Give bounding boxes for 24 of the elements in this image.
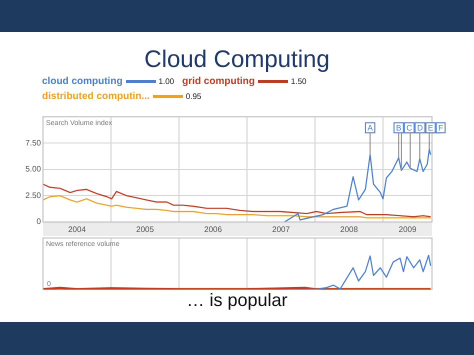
text: 1.00 [158,77,174,86]
annotation: E [428,124,434,133]
annotation: F [438,124,444,133]
annotation: D [417,124,424,133]
annotation: A [367,124,374,133]
legend-label: distributed computin... [42,91,150,102]
y-tick-label: 2.50 [25,190,42,200]
x-tick-label: 2009 [398,225,417,234]
y-tick-label: 7.50 [25,138,42,148]
legend-label: cloud computing [42,76,123,87]
x-tick-label: 2005 [136,225,154,234]
annotation: B [396,124,402,133]
x-tick-label: 2007 [272,225,290,234]
text: 0.95 [186,92,202,101]
x-tick-label: 2004 [68,225,86,234]
annotation: C [406,124,412,133]
chart-title: Cloud Computing [143,46,331,74]
text: 1.50 [290,77,306,86]
legend-label: grid computing [182,76,255,87]
y-tick-label: 5.00 [25,164,42,174]
text: … is popular [185,290,289,311]
x-tick-label: 2008 [340,225,358,234]
x-tick-label: 2006 [204,225,222,234]
y-tick-label: 0 [36,217,42,226]
